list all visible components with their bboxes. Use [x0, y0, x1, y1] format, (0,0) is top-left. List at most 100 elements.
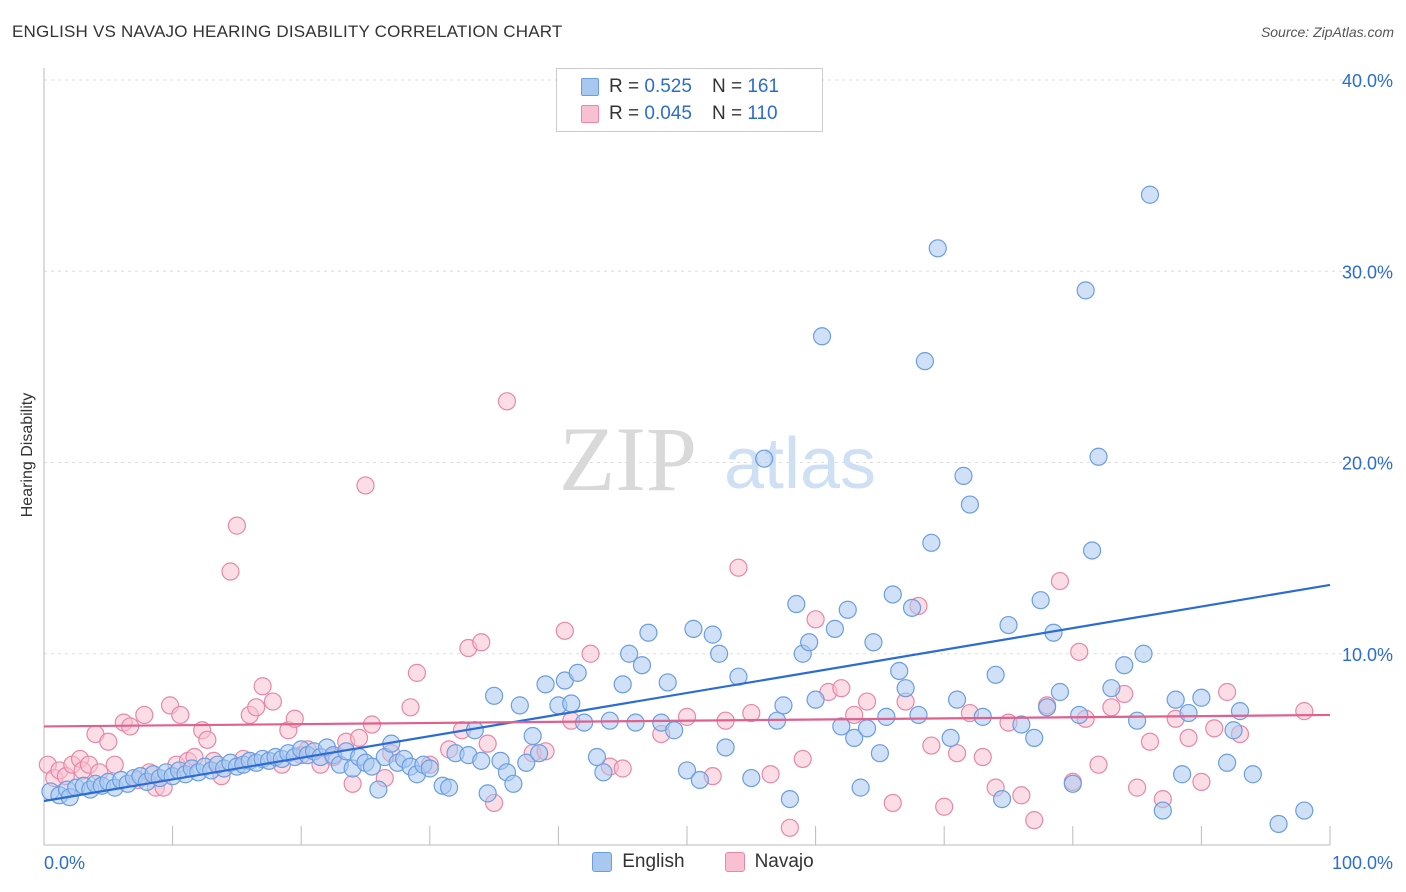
- navajo-point: [1140, 732, 1160, 751]
- english-point: [1012, 715, 1031, 734]
- english-point: [703, 625, 722, 644]
- stats-legend: R = 0.525 N = 161 R = 0.045 N = 110: [556, 68, 823, 132]
- trend-lines: [43, 583, 1331, 803]
- navajo-point: [285, 709, 304, 728]
- english-point: [832, 717, 851, 736]
- navajo-point: [135, 705, 154, 725]
- english-point: [1089, 447, 1108, 466]
- navajo-swatch: [724, 852, 745, 872]
- english-point: [536, 675, 555, 694]
- navajo-point: [677, 707, 697, 726]
- english-point: [1070, 705, 1089, 725]
- english-point: [864, 633, 883, 652]
- english-point: [1134, 644, 1153, 663]
- english-point: [1166, 690, 1185, 709]
- english-point: [1115, 656, 1134, 675]
- english-point: [986, 665, 1005, 684]
- chart-title: ENGLISH VS NAVAJO HEARING DISABILITY COR…: [12, 22, 563, 41]
- x-tick-label: 100.0%: [1332, 853, 1393, 873]
- legend-item-english[interactable]: English: [592, 851, 685, 873]
- english-point: [420, 759, 439, 778]
- navajo-point: [401, 698, 420, 717]
- navajo-point: [221, 562, 240, 581]
- y-tick-label: 20.0%: [1342, 454, 1393, 474]
- english-point: [941, 728, 960, 748]
- navajo-point: [780, 818, 799, 837]
- navajo-point: [99, 732, 118, 751]
- english-point: [1192, 688, 1211, 707]
- navajo-point: [478, 734, 497, 753]
- english-point: [439, 778, 459, 797]
- n-value: 161: [747, 76, 780, 97]
- navajo-point: [806, 610, 825, 629]
- navajo-point: [1089, 755, 1108, 774]
- english-point: [1063, 774, 1082, 793]
- navajo-point: [922, 736, 941, 755]
- english-point: [806, 690, 825, 709]
- english-point: [812, 327, 832, 346]
- navajo-point: [947, 744, 967, 763]
- source-label: Source: ZipAtlas.com: [1260, 24, 1394, 40]
- english-point: [947, 690, 967, 709]
- english-point: [613, 675, 632, 694]
- english-point: [1076, 281, 1095, 300]
- english-point: [902, 598, 922, 617]
- navajo-point: [1070, 642, 1089, 661]
- navajo-point: [1179, 728, 1198, 748]
- y-tick-label: 10.0%: [1342, 645, 1393, 665]
- english-point: [774, 696, 793, 715]
- navajo-point: [729, 558, 748, 577]
- english-point: [877, 707, 896, 726]
- english-point: [960, 495, 980, 514]
- english-point: [1140, 185, 1160, 204]
- english-point: [510, 696, 529, 715]
- english-point: [523, 726, 542, 746]
- english-point: [684, 619, 703, 638]
- english-point: [478, 784, 497, 803]
- r-label: R =: [609, 76, 640, 97]
- navajo-point: [1025, 811, 1044, 830]
- legend-label-navajo: Navajo: [754, 851, 814, 872]
- english-point: [800, 633, 819, 652]
- english-point: [845, 728, 864, 748]
- n-label: N =: [711, 76, 743, 97]
- english-point: [922, 533, 941, 552]
- r-value: 0.525: [644, 76, 692, 97]
- english-swatch: [581, 78, 599, 96]
- english-point: [632, 656, 652, 675]
- english-point: [587, 747, 607, 767]
- english-point: [787, 594, 806, 614]
- tick-labels: 10.0% 20.0% 30.0% 40.0% 0.0% 100.0%: [44, 71, 1393, 873]
- english-point: [562, 694, 581, 713]
- english-point: [1269, 814, 1288, 834]
- navajo-point: [857, 692, 877, 711]
- navajo-point: [1205, 719, 1224, 738]
- english-point: [639, 623, 658, 642]
- english-point: [742, 768, 761, 788]
- navajo-point: [227, 516, 246, 535]
- navajo-point: [613, 759, 632, 778]
- english-point: [1179, 703, 1198, 723]
- r-value: 0.045: [644, 103, 692, 124]
- english-point: [472, 751, 491, 770]
- english-point: [992, 789, 1012, 809]
- navajo-point: [1127, 778, 1147, 797]
- english-point: [890, 661, 909, 681]
- navajo-point: [973, 747, 992, 767]
- english-point: [999, 615, 1018, 635]
- legend-item-navajo[interactable]: Navajo: [724, 851, 814, 873]
- grid-lines: [44, 79, 1392, 655]
- navajo-point: [832, 679, 851, 698]
- english-point: [1153, 801, 1172, 820]
- english-point: [1127, 711, 1147, 730]
- english-point: [825, 619, 844, 638]
- navajo-point: [1218, 682, 1237, 702]
- english-point: [658, 673, 677, 692]
- english-point: [1218, 753, 1237, 772]
- y-tick-label: 40.0%: [1342, 71, 1393, 91]
- english-point: [1050, 682, 1070, 702]
- navajo-point: [742, 703, 761, 723]
- navajo-point: [343, 774, 362, 793]
- english-point: [1173, 765, 1192, 784]
